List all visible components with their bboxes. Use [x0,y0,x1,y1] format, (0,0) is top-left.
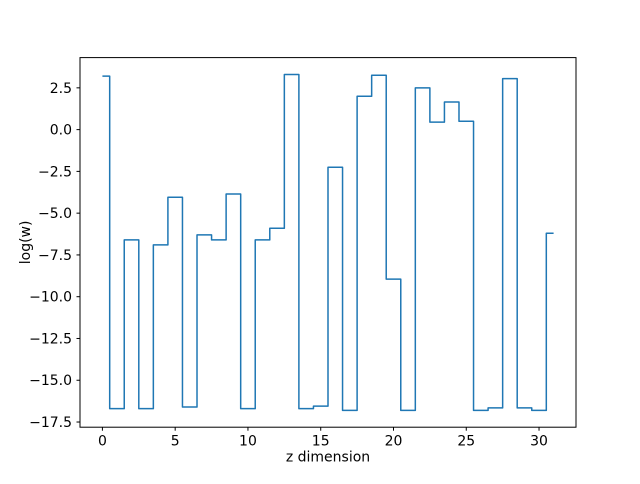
y-tick-label: −12.5 [29,331,72,347]
y-tick-label: −7.5 [38,248,72,264]
y-tick-label: −10.0 [29,290,72,306]
x-tick-label: 5 [171,434,180,450]
y-tick-label: −2.5 [38,164,72,180]
y-tick-label: 2.5 [50,81,72,97]
y-tick-label: −17.5 [29,415,72,431]
x-axis-label: z dimension [286,450,370,466]
x-tick-label: 30 [530,434,548,450]
x-tick-label: 15 [312,434,330,450]
y-tick-label: 0.0 [50,123,72,139]
data-line [102,73,554,412]
x-tick-label: 0 [98,434,107,450]
x-tick-label: 20 [385,434,403,450]
y-tick-label: −15.0 [29,373,72,389]
x-tick-label: 25 [457,434,475,450]
x-tick-label: 10 [239,434,257,450]
y-axis-label: log(w) [18,221,34,265]
y-tick-label: −5.0 [38,206,72,222]
